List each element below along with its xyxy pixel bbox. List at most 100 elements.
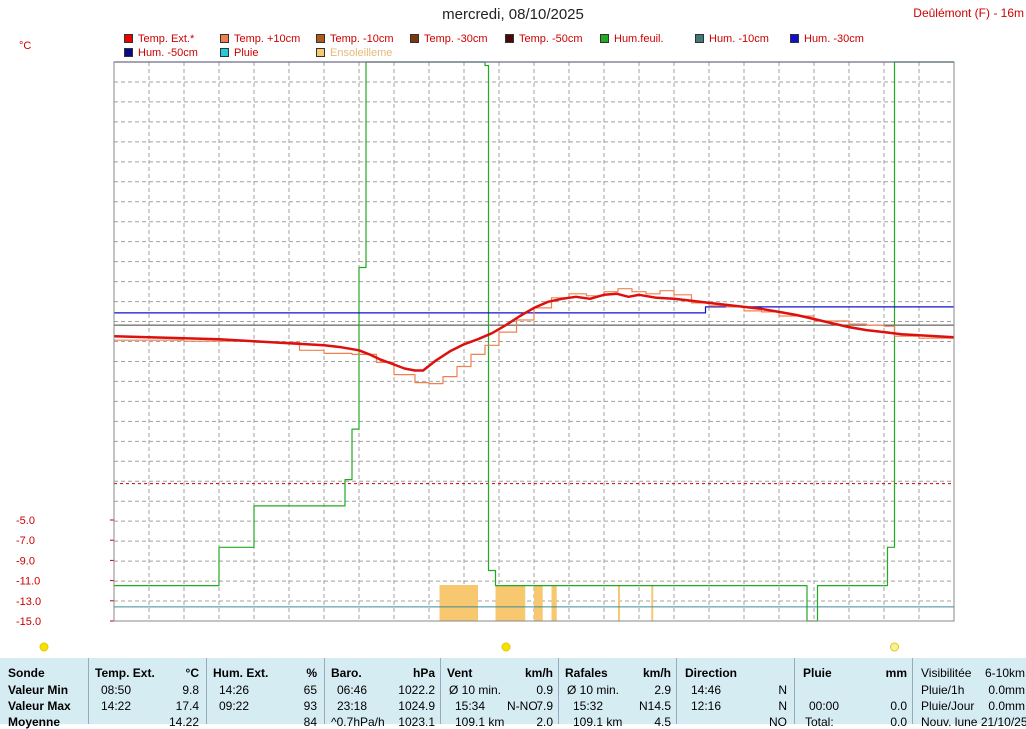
vent-max-dir: N-NO: [507, 699, 538, 713]
direction-min-time: 14:46: [691, 683, 722, 697]
row-label-avg: Moyenne: [8, 715, 61, 729]
stats-table: Sonde Valeur Min Valeur Max Moyenne Temp…: [0, 658, 1026, 729]
temp-max-time: 14:22: [101, 699, 132, 713]
baro-max-time: 23:18: [337, 699, 368, 713]
pluie-max-time: 00:00: [809, 699, 840, 713]
pluie-column: Pluie mm 00:00 0.0 Total: 0.0: [794, 658, 913, 729]
legend-label: Hum. -50cm: [138, 47, 198, 59]
station-name: Deûlémont (F) - 16m: [913, 6, 1024, 20]
temp-unit: °C: [185, 666, 199, 680]
sunshine-bar: [534, 585, 543, 621]
baro-trend: ^0.7hPa/h: [331, 715, 385, 729]
legend-swatch: [220, 48, 229, 57]
rain-day-value: 0.0mm: [988, 699, 1025, 713]
legend-swatch: [505, 34, 514, 43]
legend-item: Hum. -30cm: [790, 33, 864, 45]
sunshine-bar: [618, 585, 620, 621]
vent-unit: km/h: [524, 666, 553, 680]
legend-label: Hum. -30cm: [804, 33, 864, 45]
hum-column: Hum. Ext. % 14:26 65 09:22 93 84: [206, 658, 325, 729]
rafales-max-value: 14.5: [647, 699, 671, 713]
rafales-title: Rafales: [565, 666, 608, 680]
legend-swatch: [410, 34, 419, 43]
rain-day-label: Pluie/Jour: [921, 699, 975, 713]
legend-swatch: [220, 34, 229, 43]
vent-min-value: 0.9: [536, 683, 553, 697]
direction-title: Direction: [685, 666, 738, 680]
y-axis-unit: °C: [19, 40, 32, 52]
baro-min-time: 06:46: [337, 683, 368, 697]
baro-max-value: 1024.9: [398, 699, 435, 713]
legend-label: Temp. -30cm: [424, 33, 488, 45]
row-label-min: Valeur Min: [8, 683, 69, 697]
legend-item: Temp. -50cm: [505, 33, 583, 45]
pluie-unit: mm: [885, 666, 907, 680]
visibility-column: Visibilitée 6-10km Pluie/1h 0.0mm Pluie/…: [912, 658, 1026, 729]
pluie-total-value: 0.0: [890, 715, 907, 729]
hum-max-time: 09:22: [219, 699, 250, 713]
hum-max-value: 93: [303, 699, 317, 713]
hum-min-time: 14:26: [219, 683, 250, 697]
legend-swatch: [695, 34, 704, 43]
y-tick-label: -15.0: [16, 616, 41, 628]
vent-max-value: 7.9: [536, 699, 553, 713]
vent-title: Vent: [447, 666, 473, 680]
vent-column: Vent km/h Ø 10 min. 0.9 15:34 N-NO 7.9 1…: [440, 658, 559, 729]
sunrise-marker: [39, 642, 49, 652]
legend-item: Hum. -50cm: [124, 47, 198, 59]
sunshine-bar: [439, 585, 478, 621]
hum-avg-value: 84: [303, 715, 317, 729]
y-tick-label: -13.0: [16, 596, 41, 608]
hum-title: Hum. Ext.: [213, 666, 269, 680]
rafales-max-time: 15:32: [573, 699, 604, 713]
legend-item: Temp. -10cm: [316, 33, 394, 45]
vent-min-label: Ø 10 min.: [449, 683, 502, 697]
baro-min-value: 1022.2: [398, 683, 435, 697]
legend-label: Temp. Ext.*: [138, 33, 195, 45]
sunshine-bar: [495, 585, 526, 621]
temp-avg-time: 14.22: [168, 715, 199, 729]
legend-label: Temp. +10cm: [234, 33, 301, 45]
legend-swatch: [790, 34, 799, 43]
sunshine-bar: [551, 585, 557, 621]
legend-swatch: [316, 48, 325, 57]
direction-avg-value: NO: [769, 715, 787, 729]
legend-label: Ensoleilleme: [330, 47, 393, 59]
rafales-min-label: Ø 10 min.: [567, 683, 620, 697]
pluie-max-value: 0.0: [890, 699, 907, 713]
hum-unit: %: [306, 666, 317, 680]
baro-avg-value: 1023.1: [398, 715, 435, 729]
sunshine-bar: [651, 585, 654, 621]
rafales-distance: 109.1 km: [573, 715, 623, 729]
row-label-sonde: Sonde: [8, 666, 45, 680]
legend-item: Temp. -30cm: [410, 33, 488, 45]
vent-max-time: 15:34: [455, 699, 486, 713]
y-tick-label: -5.0: [16, 515, 35, 527]
temp-max-value: 17.4: [175, 699, 199, 713]
legend-swatch: [124, 34, 133, 43]
legend-item: Ensoleilleme: [316, 47, 392, 59]
visibility-value: 6-10km: [984, 666, 1025, 680]
legend-item: Hum.feuil.: [600, 33, 664, 45]
temp-title: Temp. Ext.: [95, 666, 155, 680]
moon-phase: Nouv. lune 21/10/25: [921, 715, 1026, 729]
legend-swatch: [600, 34, 609, 43]
series-line-temp-10cm: [114, 288, 954, 385]
weather-chart: -5.0 -7.0 -9.0 -11.0 -13.0 -15.0: [16, 61, 955, 652]
series-line-temp-ext: [113, 292, 955, 372]
temp-column: Temp. Ext. °C 08:50 9.8 14:22 17.4 14.22: [88, 658, 207, 729]
legend-label: Pluie: [234, 47, 259, 59]
page-title: mercredi, 08/10/2025: [442, 6, 584, 23]
hum-min-value: 65: [303, 683, 317, 697]
rafales-unit: km/h: [642, 666, 671, 680]
legend-label: Temp. -50cm: [519, 33, 583, 45]
pluie-title: Pluie: [803, 666, 832, 680]
rain-hour-value: 0.0mm: [988, 683, 1025, 697]
baro-title: Baro.: [331, 666, 362, 680]
y-tick-label: -7.0: [16, 535, 35, 547]
legend-swatch: [124, 48, 133, 57]
y-tick-label: -9.0: [16, 555, 35, 567]
direction-max-time: 12:16: [691, 699, 722, 713]
baro-column: Baro. hPa 06:46 1022.2 23:18 1024.9 ^0.7…: [324, 658, 441, 729]
legend-item: Hum. -10cm: [695, 33, 769, 45]
